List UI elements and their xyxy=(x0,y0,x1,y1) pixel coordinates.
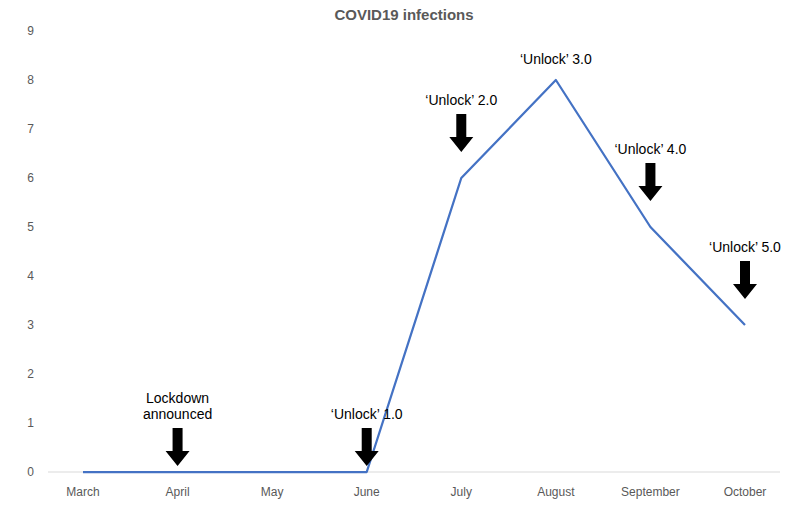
y-tick-label: 4 xyxy=(27,269,34,283)
chart: COVID19 infections 0 1 2 3 4 5 6 7 8 9 March April Ma… xyxy=(0,0,808,514)
x-tick-label: July xyxy=(451,485,472,499)
y-tick-label: 5 xyxy=(27,220,34,234)
x-tick-label: August xyxy=(537,485,575,499)
annotation: ‘Unlock’ 2.0 xyxy=(425,92,497,108)
x-tick-label: April xyxy=(166,485,190,499)
annotation-arrow xyxy=(355,428,379,466)
x-tick-label: June xyxy=(354,485,380,499)
annotation-arrow xyxy=(733,261,757,299)
title: COVID19 infections xyxy=(334,6,473,23)
y-tick-label: 3 xyxy=(27,318,34,332)
annotation-arrow xyxy=(166,428,190,466)
annotation-line: announced xyxy=(143,406,212,422)
line xyxy=(83,80,745,472)
annotation-arrow xyxy=(638,163,662,201)
annotation-line: ‘Unlock’ 5.0 xyxy=(709,239,781,255)
y-tick-label: 8 xyxy=(27,73,34,87)
y-tick-label: 9 xyxy=(27,24,34,38)
annotation: ‘Unlock’ 3.0 xyxy=(520,51,592,67)
x-tick-label: May xyxy=(261,485,284,499)
annotation: ‘Unlock’ 1.0 xyxy=(331,406,403,422)
y-tick-label: 1 xyxy=(27,416,34,430)
annotation-line: Lockdown xyxy=(146,390,209,406)
annotation-line: ‘Unlock’ 1.0 xyxy=(331,406,403,422)
y-tick-label: 0 xyxy=(27,465,34,479)
x-tick-label: March xyxy=(66,485,99,499)
plot-area xyxy=(83,80,745,472)
y-tick-label: 2 xyxy=(27,367,34,381)
annotation: ‘Unlock’ 5.0 xyxy=(709,239,781,255)
x-tick-label: October xyxy=(724,485,767,499)
x-tick-label: September xyxy=(621,485,680,499)
y-tick-label: 7 xyxy=(27,122,34,136)
annotation-line: ‘Unlock’ 3.0 xyxy=(520,51,592,67)
y-tick-label: 6 xyxy=(27,171,34,185)
annotation-line: ‘Unlock’ 4.0 xyxy=(614,141,686,157)
annotation: ‘Unlock’ 4.0 xyxy=(614,141,686,157)
annotation-arrow xyxy=(449,114,473,152)
annotation-line: ‘Unlock’ 2.0 xyxy=(425,92,497,108)
annotation: Lockdownannounced xyxy=(143,390,212,422)
